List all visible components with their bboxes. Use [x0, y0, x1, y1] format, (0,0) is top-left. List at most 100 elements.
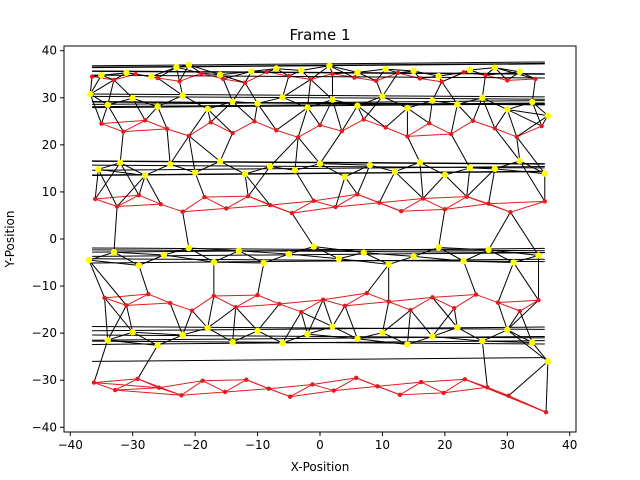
y-tick-label: −40 [32, 420, 57, 434]
red-node-point [471, 119, 475, 123]
red-node-point [102, 296, 106, 300]
red-node-point [243, 81, 247, 85]
yellow-node-point [354, 69, 360, 75]
yellow-node-point [105, 102, 111, 108]
red-node-point [274, 128, 278, 132]
red-node-point [421, 196, 425, 200]
red-node-point [505, 78, 509, 82]
yellow-node-point [261, 260, 267, 266]
red-node-point [354, 376, 358, 380]
yellow-node-point [129, 329, 135, 335]
yellow-node-point [535, 252, 541, 258]
red-node-point [333, 205, 337, 209]
red-node-point [265, 70, 269, 74]
y-tick-label: −20 [32, 326, 57, 340]
y-tick-label: 40 [42, 44, 57, 58]
yellow-node-point [317, 160, 323, 166]
red-node-point [485, 385, 489, 389]
red-node-point [287, 74, 291, 78]
red-node-point [418, 76, 422, 80]
yellow-node-point [379, 329, 385, 335]
red-node-point [539, 124, 543, 128]
yellow-node-point [379, 93, 385, 99]
x-tick-label: 0 [316, 438, 324, 452]
yellow-node-point [229, 98, 235, 104]
red-node-point [321, 298, 325, 302]
yellow-node-point [192, 169, 198, 175]
yellow-node-point [329, 96, 335, 102]
yellow-node-point [311, 243, 317, 249]
yellow-node-point [87, 91, 93, 97]
red-node-point [443, 207, 447, 211]
yellow-node-point [545, 358, 551, 364]
red-node-point [93, 197, 97, 201]
yellow-node-point [111, 249, 117, 255]
x-tick-label: −10 [245, 438, 270, 452]
red-node-point [352, 75, 356, 79]
red-node-point [230, 131, 234, 135]
yellow-node-point [342, 174, 348, 180]
yellow-node-point [382, 66, 388, 72]
y-tick-label: 0 [49, 232, 57, 246]
yellow-node-point [242, 171, 248, 177]
red-node-point [290, 211, 294, 215]
yellow-node-point [454, 324, 460, 330]
red-node-point [113, 388, 117, 392]
y-tick-label: −30 [32, 373, 57, 387]
yellow-node-point [254, 100, 260, 106]
yellow-node-point [142, 172, 148, 178]
red-node-point [440, 80, 444, 84]
yellow-node-point [179, 92, 185, 98]
red-node-point [202, 195, 206, 199]
yellow-node-point [367, 162, 373, 168]
red-node-point [398, 393, 402, 397]
yellow-node-point [392, 168, 398, 174]
red-node-point [121, 129, 125, 133]
yellow-node-point [479, 338, 485, 344]
yellow-node-point [154, 342, 160, 348]
yellow-node-point [179, 332, 185, 338]
yellow-node-point [173, 64, 179, 70]
red-node-point [396, 71, 400, 75]
yellow-node-point [204, 325, 210, 331]
yellow-node-point [435, 244, 441, 250]
red-node-point [99, 121, 103, 125]
yellow-node-point [326, 63, 332, 69]
red-node-point [355, 192, 359, 196]
red-node-point [419, 380, 423, 384]
red-node-point [177, 79, 181, 83]
red-node-point [267, 386, 271, 390]
yellow-node-point [267, 163, 273, 169]
red-node-point [143, 118, 147, 122]
red-node-point [483, 73, 487, 77]
y-tick-label: −10 [32, 279, 57, 293]
yellow-node-point [86, 257, 92, 263]
x-tick-label: −20 [182, 438, 207, 452]
red-node-point [246, 194, 250, 198]
yellow-node-point [117, 160, 123, 166]
yellow-node-point [95, 166, 101, 172]
yellow-node-point [410, 253, 416, 259]
yellow-node-point [204, 106, 210, 112]
yellow-node-point [429, 333, 435, 339]
red-node-point [536, 298, 540, 302]
red-node-point [312, 199, 316, 203]
yellow-node-point [492, 166, 498, 172]
yellow-node-point [329, 323, 335, 329]
yellow-node-point [279, 94, 285, 100]
y-axis-label: Y-Position [3, 211, 17, 269]
yellow-node-point [273, 65, 279, 71]
yellow-node-point [167, 161, 173, 167]
yellow-node-point [517, 69, 523, 75]
red-node-point [508, 210, 512, 214]
red-node-point [518, 309, 522, 313]
yellow-node-point [504, 106, 510, 112]
red-node-point [223, 390, 227, 394]
red-node-point [92, 380, 96, 384]
red-node-point [465, 194, 469, 198]
yellow-node-point [354, 336, 360, 342]
yellow-node-point [186, 62, 192, 68]
y-tick-label: 20 [42, 138, 57, 152]
yellow-node-point [105, 337, 111, 343]
